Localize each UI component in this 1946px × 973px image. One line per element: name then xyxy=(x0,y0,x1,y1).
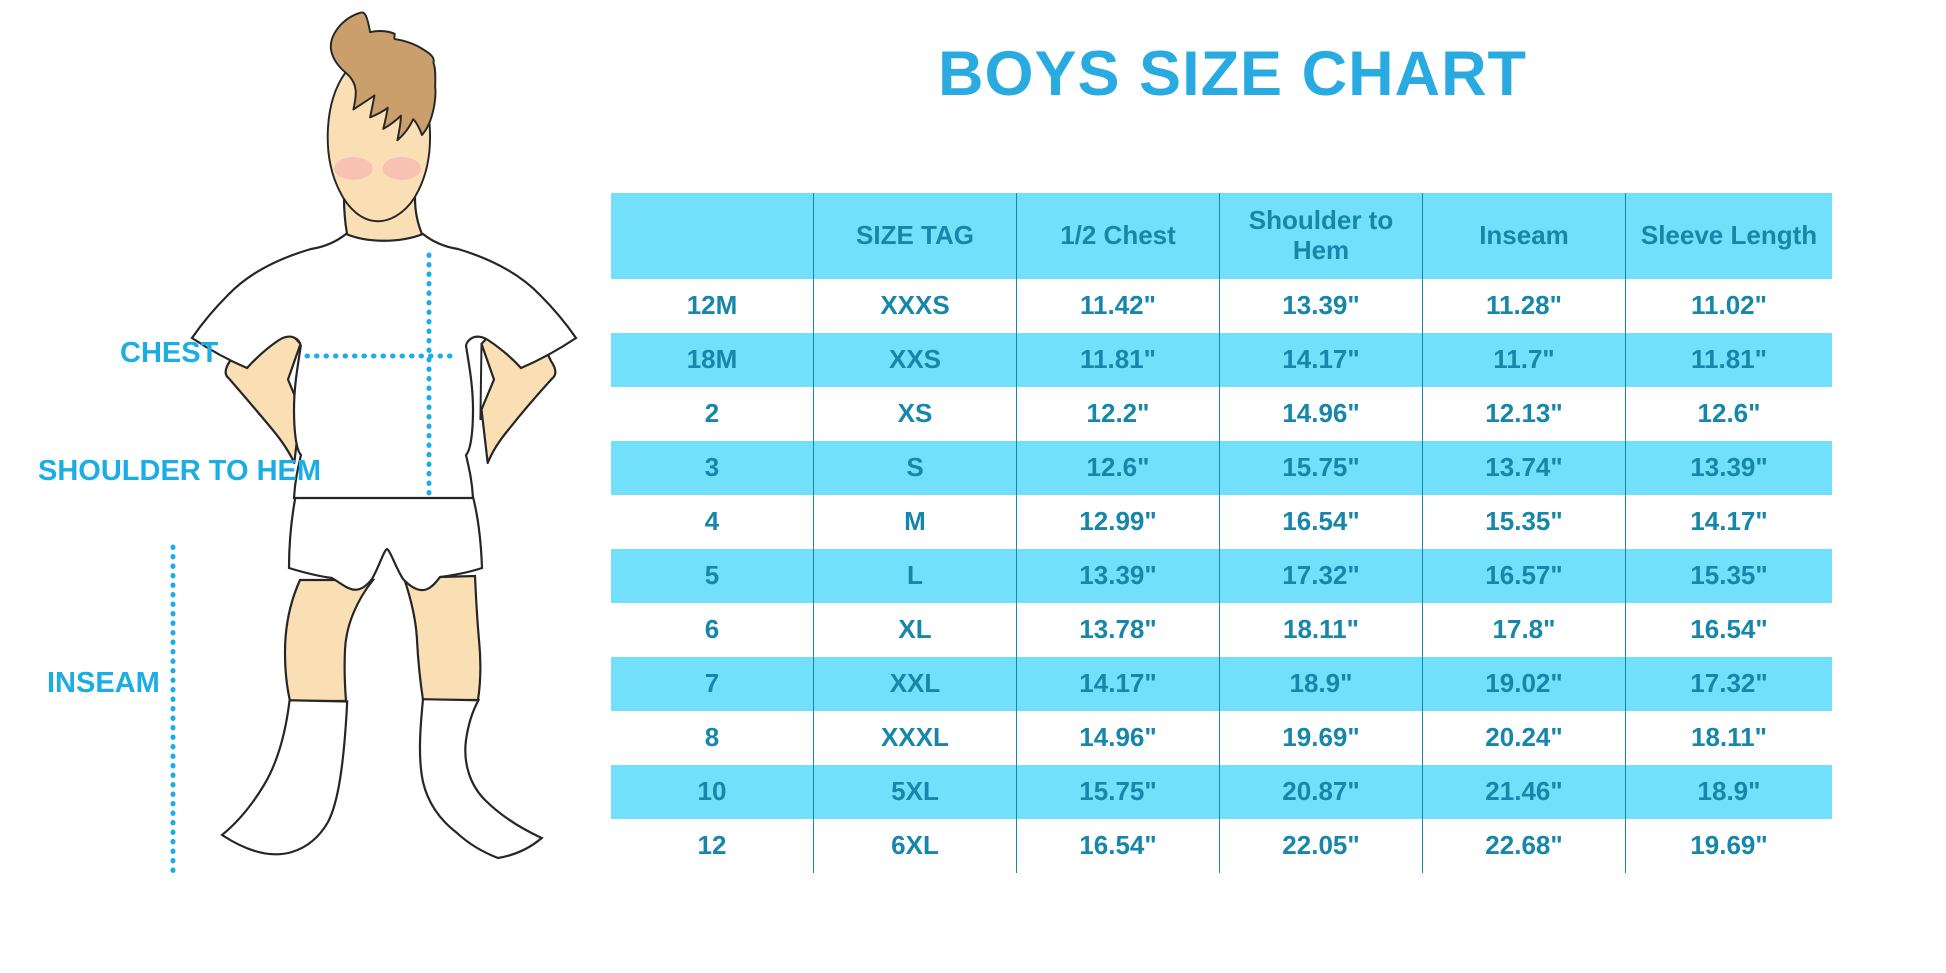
svg-text:SHOULDER TO HEM: SHOULDER TO HEM xyxy=(38,455,321,487)
svg-text:INSEAM: INSEAM xyxy=(47,667,160,699)
svg-text:CHEST: CHEST xyxy=(120,337,219,369)
